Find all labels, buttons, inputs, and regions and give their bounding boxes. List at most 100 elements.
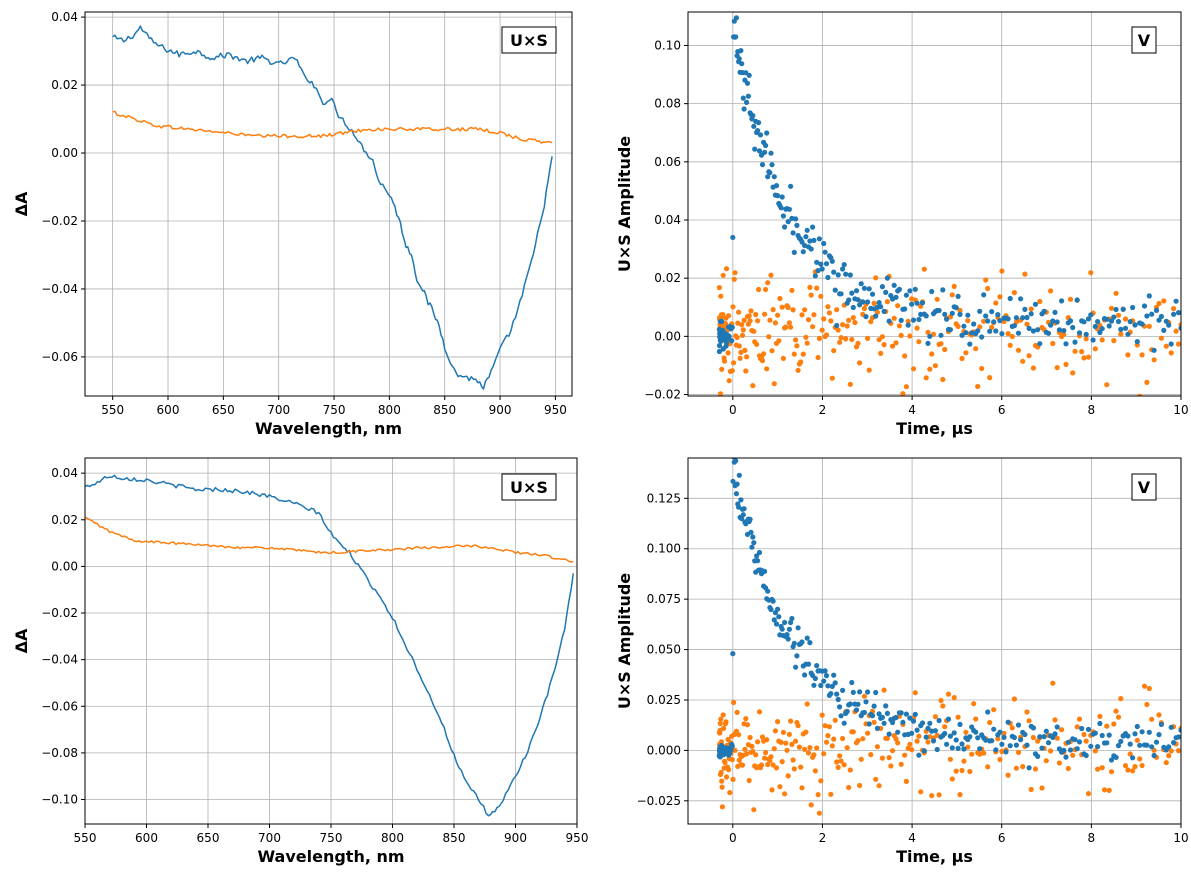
panel-2-series-2-point [1104, 382, 1110, 388]
panel-2-series-1-point [1151, 347, 1157, 353]
panel-2-series-1-point [1018, 296, 1024, 302]
panel-4-series-2-point [1099, 765, 1105, 771]
panel-4-xtick-label: 10 [1173, 831, 1188, 845]
panel-2-series-2-point [747, 318, 753, 324]
panel-2-series-1-point [985, 318, 991, 324]
panel-2-series-1-point [1074, 297, 1080, 303]
panel-2-series-2-point [798, 359, 804, 365]
panel-4-ytick-label: 0.050 [647, 643, 681, 657]
panel-2-series-1-point [873, 313, 879, 319]
panel-2-series-1-point [1141, 303, 1148, 309]
panel-4-series-1-point [873, 689, 879, 696]
panel-4-series-2-point [719, 778, 725, 784]
panel-4-series-1-point [784, 632, 790, 638]
panel-4-series-2-point [850, 729, 856, 735]
panel-2-series-2-point [799, 312, 805, 318]
panel-2-series-2-point [1175, 341, 1181, 347]
panel-2-series-2-point [814, 285, 820, 291]
panel-4-series-1-point [740, 512, 746, 518]
panel-4-series-2-point [1005, 772, 1011, 778]
panel-2-series-2-point [879, 334, 886, 340]
panel-4-series-2-point [803, 729, 809, 735]
panel-4-series-2-point [855, 738, 861, 744]
panel-4-series-2-point [879, 755, 886, 761]
panel-4-series-1-point [1079, 725, 1085, 732]
panel-4-series-1-point [755, 558, 761, 564]
panel-4-series-1-point [838, 713, 844, 719]
panel-4-series-2-point [858, 756, 864, 762]
panel-4-series-1-point [730, 478, 736, 484]
panel-2-series-2-point [779, 399, 784, 404]
panel-2-series-2-point [1088, 270, 1094, 276]
panel-2-series-2-point [1156, 300, 1162, 307]
panel-4-series-2-point [1013, 765, 1020, 771]
panel-4-series-2-point [1146, 685, 1152, 692]
panel-2-series-1-point [979, 334, 985, 340]
panel-2-series-2-point [896, 323, 903, 329]
panel-4-series-2-point [742, 746, 748, 752]
panel-2-series-1-point [1099, 326, 1105, 332]
panel-4-kinetics: 0 2 4 6 8 10 −0.025 0.000 0.025 0.050 0.075 0.100 0.… [615, 457, 1189, 866]
panel-2-series-2-point [973, 346, 979, 352]
panel-4-series-2-point [902, 752, 908, 758]
panel-3-xtick-label: 900 [504, 831, 527, 845]
panel-2-series-2-point [739, 322, 745, 328]
panel-4-series-2-point [786, 731, 793, 738]
panel-2-series-1-point [987, 328, 993, 334]
panel-2-series-2-point [873, 275, 879, 281]
panel-4-series-2-point [1026, 718, 1032, 724]
panel-4-series-2-point [778, 739, 784, 746]
panel-4-series-2-point [1059, 727, 1065, 733]
panel-4-series-1-point [738, 497, 744, 503]
panel-4-series-1-point [900, 719, 906, 725]
panel-4-series-2-point [918, 789, 924, 795]
panel-4-series-2-point [832, 717, 838, 723]
panel-4-series-2-point [814, 745, 820, 751]
panel-4-series-2-point [736, 757, 742, 763]
panel-3-grid [84, 458, 578, 824]
panel-4-ytick-label: 0.025 [647, 693, 681, 707]
panel-4-series-1-point [863, 699, 869, 705]
panel-2-series-1-point [815, 268, 821, 274]
panel-2-series-1-point [957, 311, 963, 317]
panel-4-series-1-point [1151, 752, 1157, 759]
panel-2-series-1-point [719, 318, 725, 324]
panel-2-series-2-point [744, 354, 750, 360]
panel-2-series-2-point [921, 266, 927, 272]
panel-2-series-2-point [763, 286, 769, 293]
panel-2-series-1-point [983, 313, 989, 319]
panel-2-series-1-point [1113, 306, 1119, 313]
panel-2-series-1-point [791, 249, 797, 255]
panel-2-series-1-point [752, 146, 758, 152]
panel-4-series-1-point [1043, 728, 1049, 734]
panel-4-series-1-point [874, 725, 881, 732]
panel-2-series-2-point [985, 285, 991, 292]
panel-4-series-2-point [868, 752, 874, 758]
panel-4-series-1-point [1146, 729, 1152, 735]
panel-1-xlabel: Wavelength, nm [255, 419, 402, 438]
panel-2-series-1-point [866, 286, 872, 292]
panel-4-series-2-point [723, 719, 729, 725]
panel-4-series-1-point [754, 553, 760, 559]
panel-4-series-1-point [1168, 724, 1174, 730]
panel-4-series-1-point [1083, 752, 1089, 759]
panel-4-series-1-point [914, 727, 920, 733]
panel-4-series-1-point [869, 713, 876, 719]
panel-4-series-1-point [932, 728, 939, 734]
panel-2-series-2-point [726, 313, 732, 319]
panel-4-series-2-point [785, 773, 791, 779]
panel-2-series-1-point [853, 288, 860, 294]
panel-2-series-2-point [905, 318, 911, 324]
panel-4-ytick-label: 0.125 [647, 491, 681, 505]
panel-4-series-2-point [805, 750, 812, 756]
panel-4-series-1-point [805, 661, 812, 667]
panel-4-series-2-point [722, 759, 728, 766]
panel-4-series-2-point [1122, 763, 1129, 769]
panel-4-ytick-label: 0.075 [647, 592, 681, 606]
panel-4-series-2-point [767, 758, 773, 764]
panel-3-xtick-label: 700 [258, 831, 281, 845]
panel-4-series-1-point [855, 701, 861, 707]
panel-4-outlier-point [730, 651, 736, 657]
panel-4-series-2-point [775, 719, 781, 725]
panel-2-series-2-point [925, 329, 931, 335]
